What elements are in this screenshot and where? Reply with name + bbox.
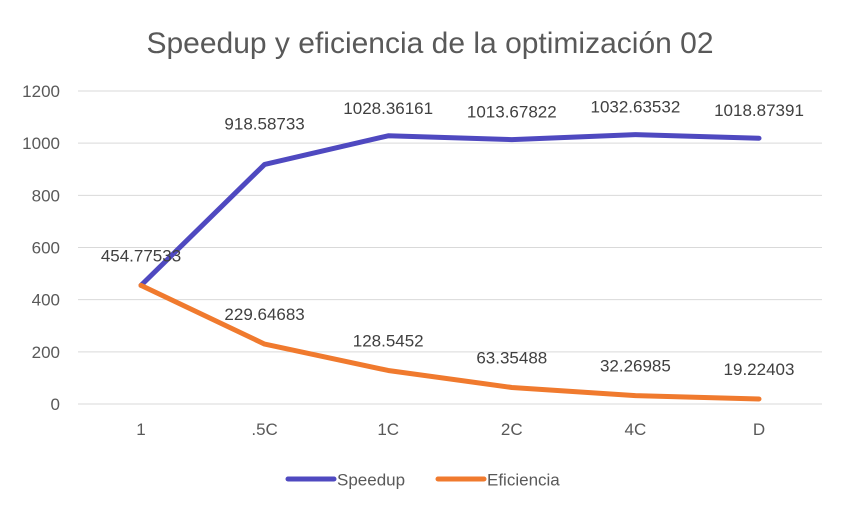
data-labels: 454.77533 918.58733 1028.36161 1013.67822 10… — [101, 98, 804, 379]
x-tick-label: 1C — [377, 420, 399, 439]
legend-label: Speedup — [337, 470, 405, 489]
y-tick-label: 600 — [32, 239, 60, 258]
legend: Speedup Eficiencia — [285, 470, 560, 489]
y-tick-label: 0 — [51, 395, 60, 414]
data-label: 128.5452 — [353, 331, 424, 350]
x-tick-label: 4C — [625, 420, 647, 439]
series-lines — [138, 132, 762, 402]
data-label: 1032.63532 — [590, 98, 680, 117]
gridlines — [78, 90, 822, 405]
series-line-eficiencia — [138, 282, 762, 402]
x-tick-label: .5C — [251, 420, 277, 439]
x-tick-label: 1 — [136, 420, 145, 439]
x-tick-label: D — [753, 420, 765, 439]
legend-label: Eficiencia — [487, 470, 560, 489]
data-label: 1028.36161 — [343, 99, 433, 118]
y-tick-label: 800 — [32, 186, 60, 205]
data-label: 32.26985 — [600, 357, 671, 376]
chart-title: Speedup y eficiencia de la optimización … — [146, 27, 713, 60]
data-label: 454.77533 — [101, 246, 181, 265]
data-label: 1013.67822 — [467, 103, 557, 122]
data-label: 63.35488 — [476, 348, 547, 367]
data-label: 1018.87391 — [714, 101, 804, 120]
data-label: 918.58733 — [224, 114, 304, 133]
y-axis-ticks: 0 200 400 600 800 1000 1200 — [22, 82, 60, 414]
x-axis-ticks: 1 .5C 1C 2C 4C D — [136, 420, 765, 439]
y-tick-label: 200 — [32, 343, 60, 362]
x-tick-label: 2C — [501, 420, 523, 439]
y-tick-label: 1000 — [22, 134, 60, 153]
series-line-speedup — [138, 132, 762, 288]
y-tick-label: 1200 — [22, 82, 60, 101]
data-label: 19.22403 — [724, 360, 795, 379]
y-tick-label: 400 — [32, 291, 60, 310]
data-label: 229.64683 — [224, 305, 304, 324]
